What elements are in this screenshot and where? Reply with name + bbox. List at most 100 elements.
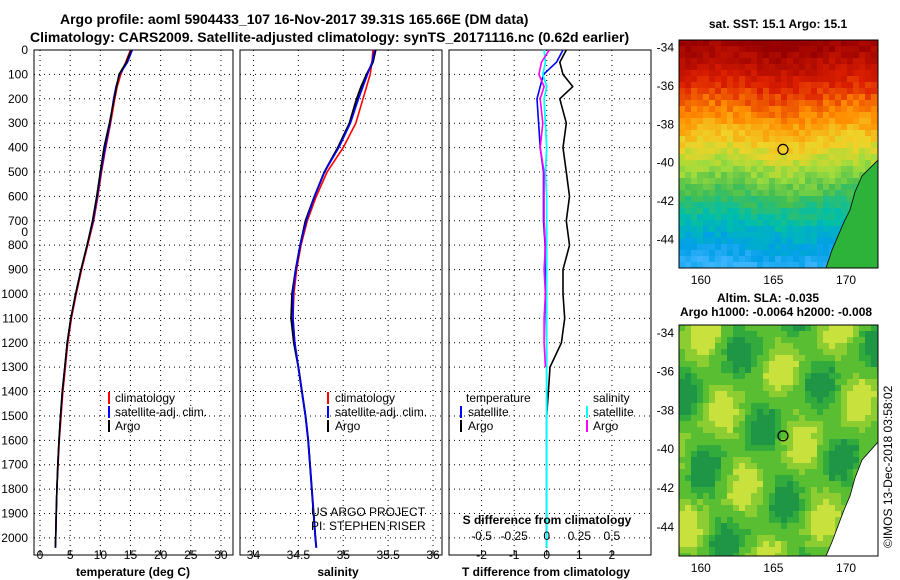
map-cell [859, 403, 866, 410]
map-cell [715, 70, 722, 77]
map-cell [853, 337, 860, 344]
map-cell [733, 82, 740, 89]
legend-label-argo: Argo [335, 419, 361, 433]
map-cell [745, 391, 752, 398]
map-cell [697, 511, 704, 518]
map-cell [793, 232, 800, 239]
map-cell [691, 196, 698, 203]
map-cell [865, 343, 872, 350]
map-cell [769, 517, 776, 524]
map-cell [763, 106, 770, 113]
map-cell [697, 52, 704, 59]
map-cell [691, 124, 698, 131]
map-cell [703, 70, 710, 77]
map-cell [769, 481, 776, 488]
map-cell [697, 385, 704, 392]
s-x-tick-label: -0.25 [500, 529, 528, 543]
map-cell [775, 46, 782, 53]
map-cell [793, 361, 800, 368]
map-cell [757, 493, 764, 500]
map-cell [781, 250, 788, 257]
map-cell [799, 64, 806, 71]
map-cell [739, 76, 746, 83]
difference-plot-area [448, 49, 652, 556]
map-cell [835, 439, 842, 446]
map-cell [703, 367, 710, 374]
map-cell [787, 451, 794, 458]
map-cell [703, 379, 710, 386]
map-cell [781, 88, 788, 95]
map-cell [715, 427, 722, 434]
map-cell [757, 208, 764, 215]
map-cell [805, 505, 812, 512]
map-cell [745, 529, 752, 536]
map-cell [763, 469, 770, 476]
map-cell [781, 331, 788, 338]
map-cell [691, 94, 698, 101]
x-tick-label: 1 [576, 548, 583, 562]
map-cell [691, 433, 698, 440]
map-cell [727, 481, 734, 488]
map-cell [721, 220, 728, 227]
map-cell [715, 58, 722, 65]
map-cell [757, 118, 764, 125]
depth-tick-label: 500 [8, 165, 28, 179]
map-cell [775, 154, 782, 161]
map-cell [787, 415, 794, 422]
map-cell [757, 367, 764, 374]
map-cell [811, 160, 818, 167]
map-cell [697, 331, 704, 338]
map-cell [685, 208, 692, 215]
map-cell [799, 232, 806, 239]
map-cell [685, 529, 692, 536]
map-cell [871, 337, 878, 344]
map-cell [709, 100, 716, 107]
map-cell [781, 433, 788, 440]
map-cell [811, 196, 818, 203]
map-cell [841, 58, 848, 65]
map-cell [811, 118, 818, 125]
map-cell [781, 553, 788, 556]
map-cell [715, 505, 722, 512]
map-cell [793, 409, 800, 416]
map-cell [775, 118, 782, 125]
map-cell [817, 451, 824, 458]
map-cell [775, 439, 782, 446]
map-cell [847, 391, 854, 398]
map-cell [691, 349, 698, 356]
map-cell [751, 415, 758, 422]
map-cell [793, 451, 800, 458]
map-cell [691, 445, 698, 452]
lon-tick-label: 160 [691, 561, 711, 575]
map-cell [775, 421, 782, 428]
map-cell [733, 391, 740, 398]
map-cell [817, 499, 824, 506]
map-cell [715, 385, 722, 392]
map-cell [859, 94, 866, 101]
sla-map-frame [678, 324, 879, 557]
map-cell [715, 457, 722, 464]
map-cell [751, 40, 758, 47]
map-cell [859, 112, 866, 119]
map-cell [703, 355, 710, 362]
map-cell [847, 94, 854, 101]
map-cell [775, 367, 782, 374]
map-cell [727, 142, 734, 149]
map-cell [835, 421, 842, 428]
map-cell [871, 124, 878, 131]
map-cell [781, 166, 788, 173]
map-cell [721, 70, 728, 77]
map-cell [709, 475, 716, 482]
map-cell [799, 421, 806, 428]
map-cell [727, 373, 734, 380]
map-cell [727, 202, 734, 209]
map-cell [763, 64, 770, 71]
map-cell [751, 178, 758, 185]
map-cell [781, 208, 788, 215]
map-cell [691, 457, 698, 464]
map-cell [745, 64, 752, 71]
map-cell [787, 202, 794, 209]
map-cell [799, 463, 806, 470]
map-cell [757, 202, 764, 209]
map-cell [685, 439, 692, 446]
